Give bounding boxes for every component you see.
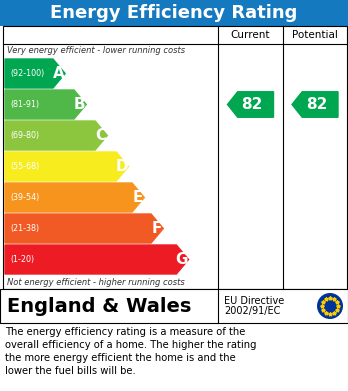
- Text: Energy Efficiency Rating: Energy Efficiency Rating: [50, 4, 298, 22]
- Text: Very energy efficient - lower running costs: Very energy efficient - lower running co…: [7, 46, 185, 55]
- Text: (1-20): (1-20): [10, 255, 34, 264]
- Text: (81-91): (81-91): [10, 100, 39, 109]
- Text: C: C: [95, 128, 106, 143]
- Text: The energy efficiency rating is a measure of the: The energy efficiency rating is a measur…: [5, 327, 245, 337]
- Text: (21-38): (21-38): [10, 224, 39, 233]
- Text: B: B: [74, 97, 85, 112]
- Polygon shape: [5, 152, 128, 181]
- Text: D: D: [116, 159, 128, 174]
- Polygon shape: [292, 92, 338, 117]
- Text: 2002/91/EC: 2002/91/EC: [224, 306, 280, 316]
- Text: 82: 82: [242, 97, 263, 112]
- Text: Not energy efficient - higher running costs: Not energy efficient - higher running co…: [7, 278, 185, 287]
- Text: Potential: Potential: [292, 30, 338, 40]
- Text: (92-100): (92-100): [10, 69, 44, 78]
- Text: overall efficiency of a home. The higher the rating: overall efficiency of a home. The higher…: [5, 340, 256, 350]
- Text: E: E: [132, 190, 143, 205]
- Polygon shape: [5, 121, 107, 150]
- Bar: [0, 289, 348, 323]
- Text: lower the fuel bills will be.: lower the fuel bills will be.: [5, 366, 136, 376]
- Text: the more energy efficient the home is and the: the more energy efficient the home is an…: [5, 353, 236, 363]
- Polygon shape: [5, 183, 144, 212]
- Polygon shape: [228, 92, 274, 117]
- Text: EU Directive: EU Directive: [224, 296, 284, 306]
- Text: England & Wales: England & Wales: [7, 296, 191, 316]
- Bar: [0, 0, 348, 26]
- Text: 82: 82: [306, 97, 327, 112]
- Text: A: A: [53, 66, 64, 81]
- Text: F: F: [151, 221, 162, 236]
- Text: G: G: [176, 252, 188, 267]
- Text: Current: Current: [231, 30, 270, 40]
- Text: (55-68): (55-68): [10, 162, 39, 171]
- Bar: [3, 26, 347, 289]
- Circle shape: [317, 293, 343, 319]
- Polygon shape: [5, 214, 163, 243]
- Text: (39-54): (39-54): [10, 193, 39, 202]
- Polygon shape: [5, 59, 65, 88]
- Polygon shape: [5, 245, 189, 274]
- Text: (69-80): (69-80): [10, 131, 39, 140]
- Polygon shape: [5, 90, 86, 119]
